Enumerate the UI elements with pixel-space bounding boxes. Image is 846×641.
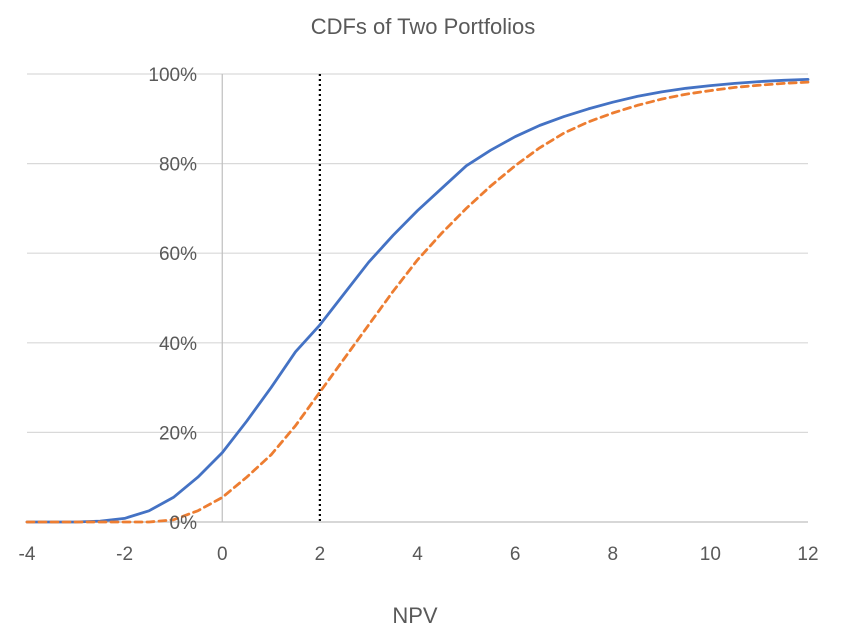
y-tick-label: 80%	[159, 155, 197, 176]
x-tick-label: 6	[510, 544, 521, 565]
x-tick-label: 4	[412, 544, 423, 565]
y-tick-label: 0%	[170, 513, 198, 534]
y-tick-label: 100%	[148, 65, 197, 86]
chart-title: CDFs of Two Portfolios	[310, 14, 536, 39]
x-tick-label: 8	[607, 544, 618, 565]
y-tick-label: 60%	[159, 244, 197, 265]
axes	[27, 74, 808, 523]
x-axis-title: NPV	[392, 603, 438, 628]
tick-labels: 0% 20% 40% 60% 80% 100% -4 -2 0 2 4 6 8 10 12	[19, 65, 819, 565]
x-tick-label: -4	[19, 544, 36, 565]
y-tick-label: 20%	[159, 423, 197, 444]
gridlines	[27, 73, 808, 433]
x-tick-label: 12	[797, 544, 818, 565]
x-tick-label: 10	[700, 544, 721, 565]
x-tick-label: 0	[217, 544, 228, 565]
y-tick-label: 40%	[159, 334, 197, 355]
x-tick-label: -2	[116, 544, 133, 565]
series-line-2	[25, 80, 810, 524]
series-line-1	[25, 78, 810, 524]
x-tick-label: 2	[315, 544, 326, 565]
series-lines	[25, 78, 810, 524]
